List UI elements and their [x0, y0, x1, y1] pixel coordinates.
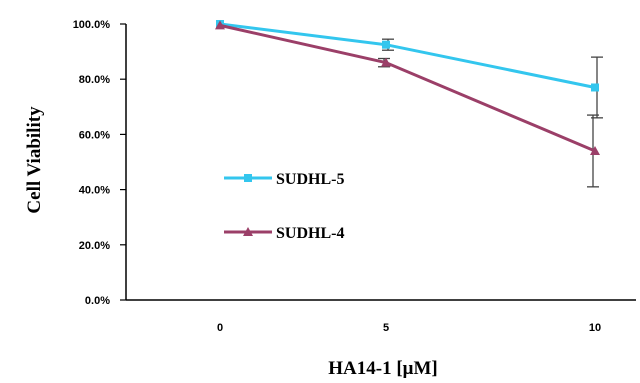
series-lines — [215, 20, 600, 155]
y-tick-label: 20.0% — [79, 240, 110, 252]
data-point — [591, 83, 599, 92]
data-point — [382, 40, 390, 49]
series-line-sudhl-4 — [219, 23, 596, 153]
data-point — [590, 145, 600, 155]
y-axis-title: Cell Viability — [24, 106, 45, 214]
series-line-sudhl-5 — [219, 22, 596, 89]
x-tick-label: 10 — [589, 322, 601, 334]
legend: SUDHL-5 SUDHL-4 — [224, 171, 344, 242]
error-bars — [378, 38, 603, 188]
data-point — [381, 57, 391, 67]
x-axis-title: HA14-1 [μM] — [328, 358, 437, 379]
legend-marker — [243, 227, 253, 236]
x-tick-label: 0 — [217, 322, 223, 334]
legend-label: SUDHL-5 — [276, 171, 344, 188]
y-tick-label: 40.0% — [79, 185, 110, 197]
axes — [125, 24, 636, 301]
y-ticks: 0.0% 20.0% 40.0% 60.0% 80.0% 100.0% — [73, 19, 126, 307]
legend-marker — [244, 174, 252, 182]
y-tick-label: 60.0% — [79, 129, 110, 141]
y-tick-label: 0.0% — [85, 295, 110, 307]
x-tick-label: 5 — [383, 322, 389, 334]
y-tick-label: 80.0% — [79, 74, 110, 86]
data-point — [215, 20, 225, 30]
y-tick-label: 100.0% — [73, 19, 111, 31]
x-ticks: 0 5 10 — [217, 322, 601, 334]
legend-label: SUDHL-4 — [276, 225, 344, 242]
